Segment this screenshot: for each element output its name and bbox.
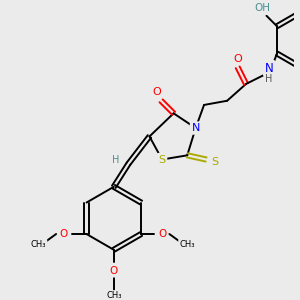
Text: O: O <box>158 229 166 239</box>
Text: CH₃: CH₃ <box>106 291 122 300</box>
Text: OH: OH <box>254 3 270 14</box>
Text: O: O <box>110 266 118 276</box>
Text: O: O <box>59 229 68 239</box>
Text: S: S <box>158 154 166 164</box>
Text: CH₃: CH₃ <box>179 240 195 249</box>
Text: H: H <box>266 74 273 84</box>
Text: S: S <box>211 157 218 166</box>
Text: O: O <box>233 54 242 64</box>
Text: O: O <box>152 87 161 98</box>
Text: H: H <box>112 154 120 164</box>
Text: N: N <box>191 123 200 133</box>
Text: CH₃: CH₃ <box>31 240 46 249</box>
Text: N: N <box>265 62 274 75</box>
